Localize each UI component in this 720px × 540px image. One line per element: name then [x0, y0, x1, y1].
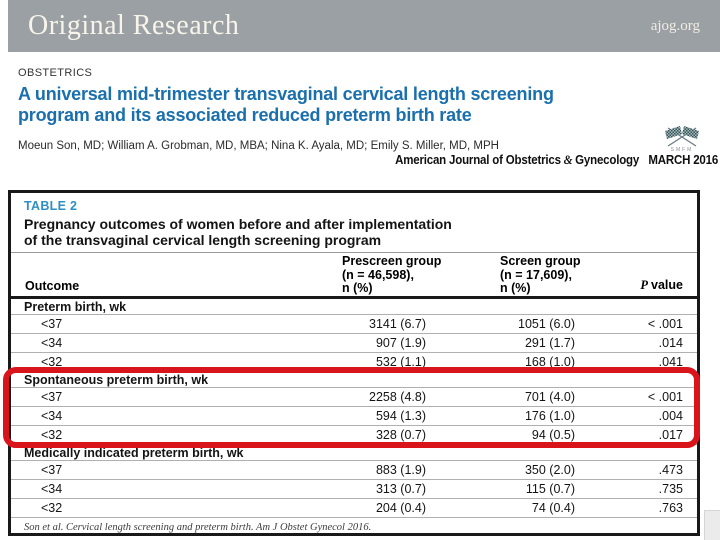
outcome-cell: <32 — [41, 501, 63, 515]
corner-scroll-artifact — [704, 510, 720, 540]
journal-ampersand: & — [563, 153, 573, 167]
author-list: Moeun Son, MD; William A. Grobman, MD, M… — [18, 140, 499, 152]
table-2: TABLE 2 Pregnancy outcomes of women befo… — [3, 190, 700, 536]
section-header: Medically indicated preterm birth, wk — [11, 445, 697, 461]
p-italic: P — [640, 278, 649, 292]
screen-cell: 115 (0.7) — [525, 482, 575, 496]
pvalue-cell: .004 — [658, 409, 683, 423]
column-prescreen-line3: n (%) — [342, 281, 373, 295]
prescreen-cell: 204 (0.4) — [375, 501, 426, 515]
column-screen-group: Screen group (n = 17,609), n (%) — [500, 254, 581, 296]
prescreen-cell: 313 (0.7) — [375, 482, 426, 496]
table-row: <37 3141 (6.7) 1051 (6.0) < .001 — [11, 315, 697, 334]
pvalue-cell: .763 — [658, 501, 683, 515]
table-row: <32 532 (1.1) 168 (1.0) .041 — [11, 353, 697, 372]
section-spontaneous-preterm-birth: Spontaneous preterm birth, wk <37 2258 (… — [3, 367, 700, 448]
pvalue-cell: .017 — [658, 428, 683, 442]
journal-name: American Journal of Obstetrics — [395, 153, 561, 167]
column-header-row: Outcome Prescreen group (n = 46,598), n … — [11, 253, 697, 296]
outcome-cell: <34 — [41, 409, 63, 423]
smfm-flags-icon — [665, 126, 699, 147]
paper-title-line1: A universal mid-trimester transvaginal c… — [18, 84, 554, 104]
screen-cell: 350 (2.0) — [524, 463, 575, 477]
pvalue-cell: .735 — [658, 482, 683, 496]
outcome-cell: <32 — [41, 428, 63, 442]
journal-citation: American Journal of Obstetrics & Gynecolog… — [395, 153, 718, 168]
table-label: TABLE 2 — [24, 199, 78, 213]
prescreen-cell: 883 (1.9) — [375, 463, 426, 477]
header-rule — [11, 296, 697, 299]
pvalue-cell: .014 — [658, 336, 683, 350]
table-row: <32 204 (0.4) 74 (0.4) .763 — [11, 499, 697, 518]
column-prescreen-line2: (n = 46,598), — [342, 267, 414, 282]
outcome-cell: <34 — [41, 336, 63, 350]
prescreen-cell: 594 (1.3) — [375, 409, 426, 423]
screen-cell: 701 (4.0) — [524, 390, 575, 404]
outcome-cell: <37 — [41, 317, 63, 331]
column-screen-line3: n (%) — [500, 281, 531, 295]
prescreen-cell: 532 (1.1) — [375, 355, 426, 369]
masthead-section-label: Original Research — [28, 10, 240, 41]
masthead-bar: Original Research ajog.org — [8, 0, 720, 52]
pvalue-cell: < .001 — [647, 317, 683, 331]
column-prescreen-line1: Prescreen group — [342, 254, 442, 268]
section-header: Preterm birth, wk — [11, 299, 697, 315]
column-screen-line2: (n = 17,609), — [500, 267, 572, 282]
screen-cell: 168 (1.0) — [524, 355, 575, 369]
table-caption-line1: Pregnancy outcomes of women before and a… — [24, 216, 452, 232]
table-row: <37 883 (1.9) 350 (2.0) .473 — [11, 461, 697, 480]
pvalue-cell: .041 — [658, 355, 683, 369]
screen-cell: 1051 (6.0) — [518, 317, 575, 331]
section-header: Spontaneous preterm birth, wk — [11, 372, 697, 388]
paper-title-line2: program and its associated reduced prete… — [18, 105, 472, 125]
smfm-logo-caption: SMFM — [670, 147, 694, 153]
screen-cell: 176 (1.0) — [524, 409, 575, 423]
table-title-rule — [11, 252, 697, 253]
prescreen-cell: 328 (0.7) — [375, 428, 426, 442]
pvalue-cell: .473 — [658, 463, 683, 477]
outcome-cell: <34 — [41, 482, 63, 496]
table-row: <34 594 (1.3) 176 (1.0) .004 — [11, 407, 697, 426]
masthead-site-label: ajog.org — [650, 17, 700, 34]
pvalue-cell: < .001 — [647, 390, 683, 404]
prescreen-cell: 3141 (6.7) — [369, 317, 426, 331]
table-footnote: Son et al. Cervical length screening and… — [24, 522, 372, 533]
column-screen-line1: Screen group — [500, 254, 581, 268]
section-preterm-birth: Preterm birth, wk <37 3141 (6.7) 1051 (6… — [11, 299, 697, 372]
table-row: <34 907 (1.9) 291 (1.7) .014 — [11, 334, 697, 353]
table-row: <37 2258 (4.8) 701 (4.0) < .001 — [11, 388, 697, 407]
outcome-cell: <32 — [41, 355, 63, 369]
p-rest: value — [651, 278, 683, 292]
paper-title: A universal mid-trimester transvaginal c… — [18, 84, 554, 126]
screen-cell: 291 (1.7) — [524, 336, 575, 350]
screen-cell: 94 (0.5) — [531, 428, 575, 442]
table-caption-line2: of the transvaginal cervical length scre… — [24, 232, 382, 248]
table-caption: Pregnancy outcomes of women before and a… — [24, 216, 685, 248]
column-outcome: Outcome — [25, 279, 80, 293]
column-prescreen-group: Prescreen group (n = 46,598), n (%) — [342, 254, 442, 296]
outcome-cell: <37 — [41, 390, 63, 404]
outcome-cell: <37 — [41, 463, 63, 477]
journal-issue: MARCH 2016 — [648, 153, 718, 167]
article-category: OBSTETRICS — [18, 67, 93, 79]
table-row: <32 328 (0.7) 94 (0.5) .017 — [11, 426, 697, 445]
table-row: <34 313 (0.7) 115 (0.7) .735 — [11, 480, 697, 499]
prescreen-cell: 2258 (4.8) — [369, 390, 426, 404]
table-header-block: TABLE 2 Pregnancy outcomes of women befo… — [11, 193, 697, 252]
screen-cell: 74 (0.4) — [531, 501, 575, 515]
journal-name2: Gynecology — [575, 153, 640, 167]
prescreen-cell: 907 (1.9) — [375, 336, 426, 350]
section-medically-indicated-preterm-birth: Medically indicated preterm birth, wk <3… — [11, 445, 697, 518]
